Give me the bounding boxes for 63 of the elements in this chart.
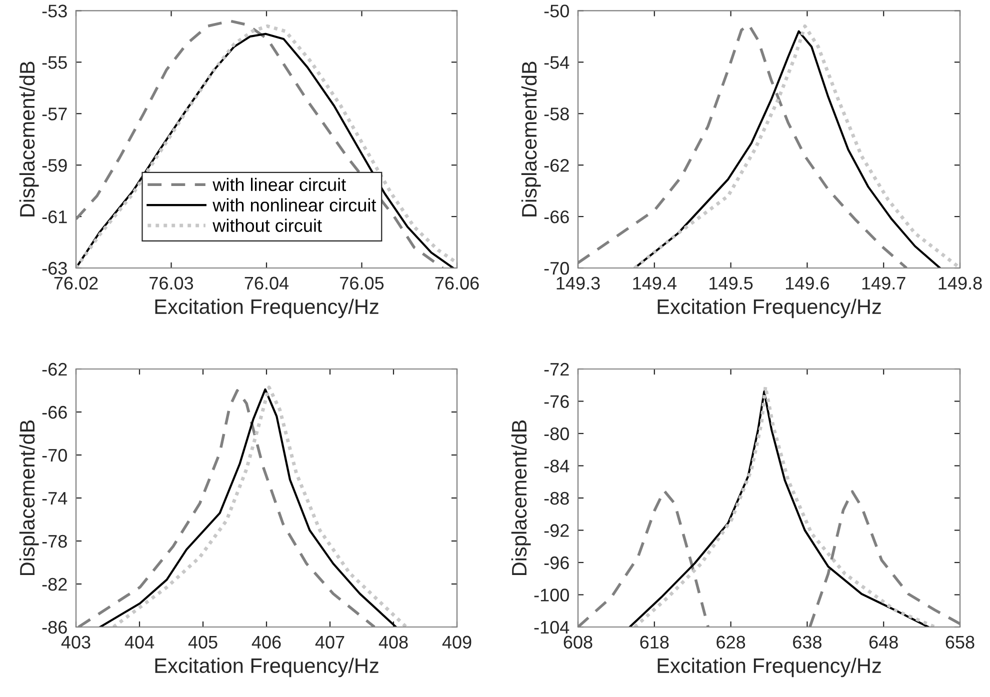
x-tick-label: 149.8	[938, 276, 982, 290]
y-tick-label: -57	[42, 108, 67, 120]
y-tick-label: -55	[42, 56, 67, 69]
y-tick-label: -63	[42, 262, 67, 275]
y-tick-label: -82	[42, 578, 67, 591]
x-tick-label: 648	[869, 636, 898, 649]
x-tick-label: 409	[442, 636, 472, 649]
y-tick-label: -54	[544, 56, 570, 69]
x-axis-title: Excitation Frequency/Hz	[155, 658, 378, 678]
y-tick-label: -84	[544, 460, 570, 472]
y-tick-label: -96	[544, 556, 569, 570]
x-tick-label: 408	[378, 636, 408, 649]
y-tick-label: -62	[544, 159, 569, 172]
y-axis-title: Displacement/dB	[511, 420, 531, 576]
x-tick-label: 149.4	[633, 276, 676, 290]
y-tick-label: -66	[42, 406, 67, 419]
x-tick-label: 406	[252, 636, 281, 649]
x-tick-label: 407	[315, 636, 344, 649]
y-tick-label: -61	[42, 210, 67, 224]
x-tick-label: 76.03	[150, 276, 194, 290]
y-tick-label: -70	[544, 262, 569, 275]
x-tick-label: 608	[564, 636, 592, 649]
y-tick-label: -72	[544, 362, 569, 376]
y-tick-label: -80	[544, 427, 569, 440]
y-tick-label: -74	[42, 492, 68, 505]
legend-label: without circuit	[212, 218, 322, 232]
x-tick-label: 76.04	[244, 276, 289, 290]
x-axis-title: Excitation Frequency/Hz	[658, 298, 881, 318]
y-tick-label: -86	[42, 620, 67, 634]
x-tick-label: 149.5	[710, 276, 753, 290]
x-tick-label: 403	[61, 636, 90, 649]
x-tick-label: 618	[640, 636, 669, 649]
x-tick-label: 76.05	[340, 276, 384, 290]
x-tick-label: 658	[946, 636, 974, 649]
x-axis-title: Excitation Frequency/Hz	[155, 298, 378, 318]
y-tick-label: -59	[42, 159, 67, 172]
y-tick-label: -88	[544, 492, 569, 505]
legend-label: with nonlinear circuit	[212, 198, 376, 212]
y-tick-label: -66	[544, 210, 569, 224]
y-axis-title: Displacement/dB	[19, 62, 39, 216]
y-tick-label: -62	[42, 362, 67, 376]
y-tick-label: -53	[42, 4, 67, 18]
x-tick-label: 404	[124, 636, 154, 649]
x-tick-label: 76.06	[435, 276, 479, 290]
x-tick-label: 149.7	[862, 276, 906, 290]
y-tick-label: -92	[544, 524, 569, 537]
x-tick-label: 638	[793, 636, 822, 649]
y-tick-label: -78	[42, 534, 67, 548]
x-tick-label: 405	[188, 636, 218, 649]
x-tick-label: 628	[716, 636, 746, 649]
x-tick-label: 149.3	[556, 276, 600, 290]
y-axis-title: Displacement/dB	[19, 420, 39, 576]
x-tick-label: 76.02	[54, 276, 98, 290]
y-axis-title: Displacement/dB	[521, 62, 541, 216]
y-tick-label: -104	[534, 620, 570, 634]
legend-label: with linear circuit	[212, 178, 346, 192]
x-tick-label: 149.6	[786, 276, 829, 290]
y-tick-label: -50	[544, 4, 569, 18]
x-axis-title: Excitation Frequency/Hz	[658, 658, 881, 678]
y-tick-label: -58	[544, 108, 569, 120]
y-tick-label: -100	[534, 588, 569, 602]
y-tick-label: -70	[42, 448, 67, 462]
y-tick-label: -76	[544, 395, 569, 408]
